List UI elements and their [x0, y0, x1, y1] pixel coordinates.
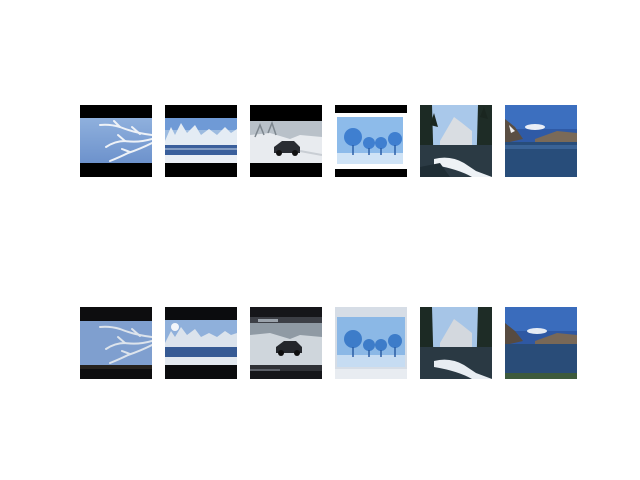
thumb-mountain-lake [505, 105, 577, 177]
thumb-car-snowy-road-recon [250, 307, 322, 379]
thumb-blue-snowy-trees [335, 105, 407, 177]
thumb-frozen-lake [165, 105, 237, 177]
original-images-row [0, 105, 640, 177]
thumb-frosted-branches-recon [80, 307, 152, 379]
thumb-car-snowy-road [250, 105, 322, 177]
thumb-mountain-lake-recon [505, 307, 577, 379]
thumb-winter-river-valley-recon [420, 307, 492, 379]
thumb-blue-snowy-trees-recon [335, 307, 407, 379]
thumb-frosted-branches [80, 105, 152, 177]
reconstructed-images-row [0, 307, 640, 379]
thumb-winter-river-valley [420, 105, 492, 177]
thumb-frozen-lake-recon [165, 307, 237, 379]
